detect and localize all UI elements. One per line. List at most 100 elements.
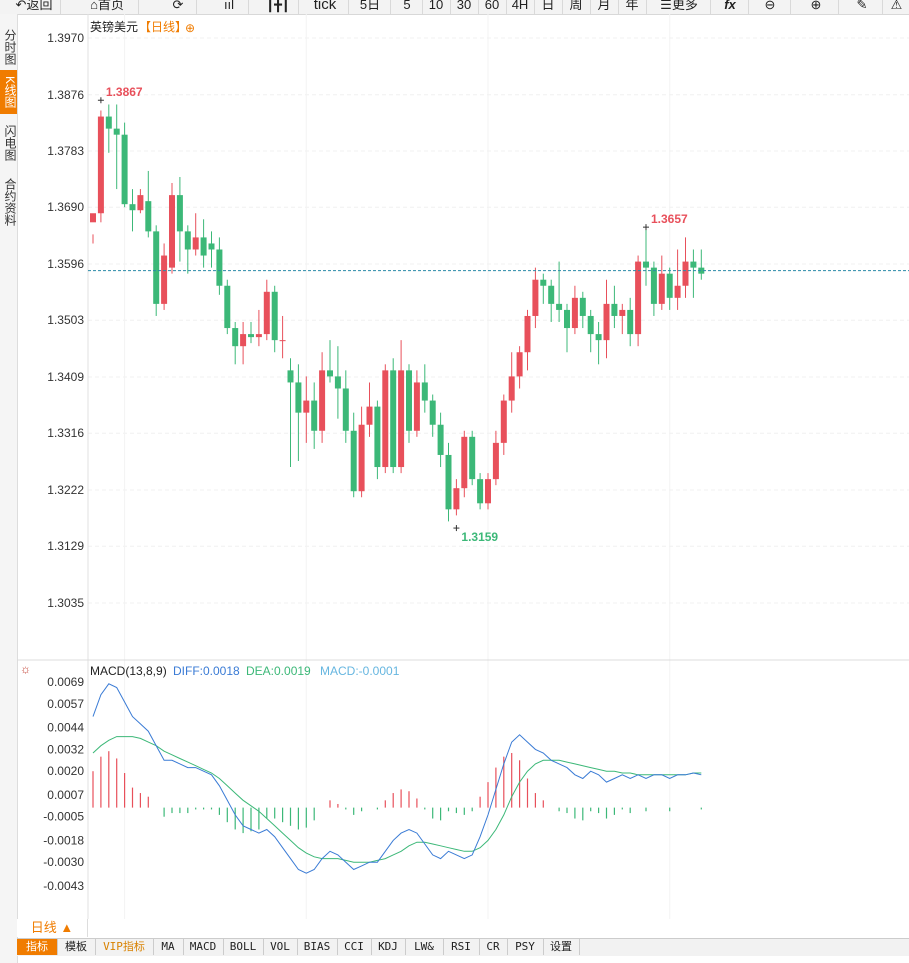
tab-rsi[interactable]: RSI xyxy=(443,939,480,955)
candle-body[interactable] xyxy=(477,479,484,504)
candle-body[interactable] xyxy=(184,231,191,250)
candle-body[interactable] xyxy=(461,436,468,489)
zoom-in-button[interactable]: ⊕ xyxy=(794,0,839,14)
tick-button[interactable]: tick xyxy=(302,0,349,14)
candle-body[interactable] xyxy=(508,376,515,401)
candle-body[interactable] xyxy=(232,328,239,347)
candle-body[interactable] xyxy=(603,303,610,341)
candle-body[interactable] xyxy=(579,297,586,316)
candle-body[interactable] xyxy=(137,195,144,211)
candle-body[interactable] xyxy=(327,370,333,377)
tab-indicator[interactable]: 指标 xyxy=(17,939,58,955)
candle-body[interactable] xyxy=(145,201,152,232)
candle-body[interactable] xyxy=(690,261,697,268)
chart-canvas[interactable]: 1.3970 1.3876 1.3783 1.3690 1.3596 1.3503 1.34… xyxy=(0,0,909,919)
candle-body[interactable] xyxy=(192,237,199,250)
tab-cci[interactable]: CCI xyxy=(337,939,372,955)
candle-body[interactable] xyxy=(643,261,649,268)
period-5[interactable]: 5 xyxy=(392,0,423,14)
candle-body[interactable] xyxy=(121,134,128,205)
candle-body[interactable] xyxy=(271,291,278,341)
tab-boll[interactable]: BOLL xyxy=(223,939,264,955)
candle-body[interactable] xyxy=(208,243,215,250)
refresh-button[interactable]: ⟳ xyxy=(160,0,197,14)
candle-body[interactable] xyxy=(255,334,262,338)
candle-body[interactable] xyxy=(350,430,357,492)
candle-body[interactable] xyxy=(492,442,499,480)
tab-cr[interactable]: CR xyxy=(479,939,508,955)
tab-vol[interactable]: VOL xyxy=(263,939,298,955)
candle-body[interactable] xyxy=(595,334,602,341)
candle-body[interactable] xyxy=(453,488,460,510)
period-4h[interactable]: 4H xyxy=(506,0,535,14)
candle-body[interactable] xyxy=(287,370,294,383)
period-60[interactable]: 60 xyxy=(478,0,507,14)
formula-button[interactable]: fx xyxy=(712,0,749,14)
period-select-button[interactable]: 日线 ▲ xyxy=(17,919,88,937)
candle-body[interactable] xyxy=(248,334,254,338)
bar-chart-button[interactable]: ııl xyxy=(210,0,249,14)
candle-body[interactable] xyxy=(90,213,96,223)
candle-body[interactable] xyxy=(556,303,563,310)
candle-body[interactable] xyxy=(698,267,705,274)
candle-body[interactable] xyxy=(200,237,207,256)
candle-body[interactable] xyxy=(303,400,310,413)
period-5d[interactable]: 5日 xyxy=(350,0,391,14)
candle-body[interactable] xyxy=(263,291,270,335)
candle-body[interactable] xyxy=(413,382,420,431)
period-month[interactable]: 月 xyxy=(590,0,619,14)
candle-body[interactable] xyxy=(279,340,286,342)
home-button[interactable]: ⌂首页 xyxy=(76,0,139,14)
candle-body[interactable] xyxy=(658,273,665,304)
tab-psy[interactable]: PSY xyxy=(507,939,544,955)
draw-button[interactable]: ✎ xyxy=(842,0,883,14)
candle-body[interactable] xyxy=(311,400,318,431)
candle-body[interactable] xyxy=(587,315,594,335)
candle-body[interactable] xyxy=(342,388,349,431)
candle-body[interactable] xyxy=(485,479,491,504)
more-button[interactable]: ☰更多 xyxy=(648,0,711,14)
add-circle-icon[interactable]: ⊕ xyxy=(185,21,195,35)
candle-body[interactable] xyxy=(240,334,247,347)
tab-bias[interactable]: BIAS xyxy=(297,939,338,955)
candle-body[interactable] xyxy=(619,309,626,316)
candle-body[interactable] xyxy=(176,195,183,232)
candle-body[interactable] xyxy=(319,370,326,431)
period-day[interactable]: 日 xyxy=(534,0,563,14)
candle-body[interactable] xyxy=(540,279,547,286)
candle-body[interactable] xyxy=(358,424,365,492)
candle-body[interactable] xyxy=(366,406,373,425)
candle-body[interactable] xyxy=(406,370,412,431)
candle-body[interactable] xyxy=(105,116,112,129)
back-button[interactable]: ↶返回 xyxy=(8,0,61,14)
candle-body[interactable] xyxy=(516,352,523,377)
period-week[interactable]: 周 xyxy=(562,0,591,14)
tab-settings[interactable]: 设置 xyxy=(543,939,580,955)
tab-kdj[interactable]: KDJ xyxy=(371,939,406,955)
candle-body[interactable] xyxy=(445,454,452,510)
candle-body[interactable] xyxy=(635,261,642,335)
candle-body[interactable] xyxy=(382,370,389,468)
candle-body[interactable] xyxy=(295,382,302,413)
candle-body[interactable] xyxy=(524,315,531,353)
period-year[interactable]: 年 xyxy=(618,0,647,14)
candle-body[interactable] xyxy=(627,309,634,335)
tab-ma[interactable]: MA xyxy=(153,939,184,955)
candle-body[interactable] xyxy=(674,285,681,298)
candle-body[interactable] xyxy=(571,297,578,329)
candle-body[interactable] xyxy=(532,279,539,316)
candle-body[interactable] xyxy=(398,370,405,468)
candle-body[interactable] xyxy=(429,400,436,425)
alert-button[interactable]: ⚠ xyxy=(884,0,909,14)
tab-vip-indicator[interactable]: VIP指标 xyxy=(95,939,154,955)
tab-template[interactable]: 模板 xyxy=(57,939,96,955)
candle-body[interactable] xyxy=(129,204,136,211)
candle-body[interactable] xyxy=(548,285,555,304)
period-30[interactable]: 30 xyxy=(450,0,479,14)
candle-body[interactable] xyxy=(666,273,673,298)
candle-body[interactable] xyxy=(611,303,618,316)
candle-body[interactable] xyxy=(113,128,120,135)
settings-sun-icon[interactable]: ☼ xyxy=(20,662,31,676)
candle-body[interactable] xyxy=(390,370,397,468)
period-10[interactable]: 10 xyxy=(422,0,451,14)
